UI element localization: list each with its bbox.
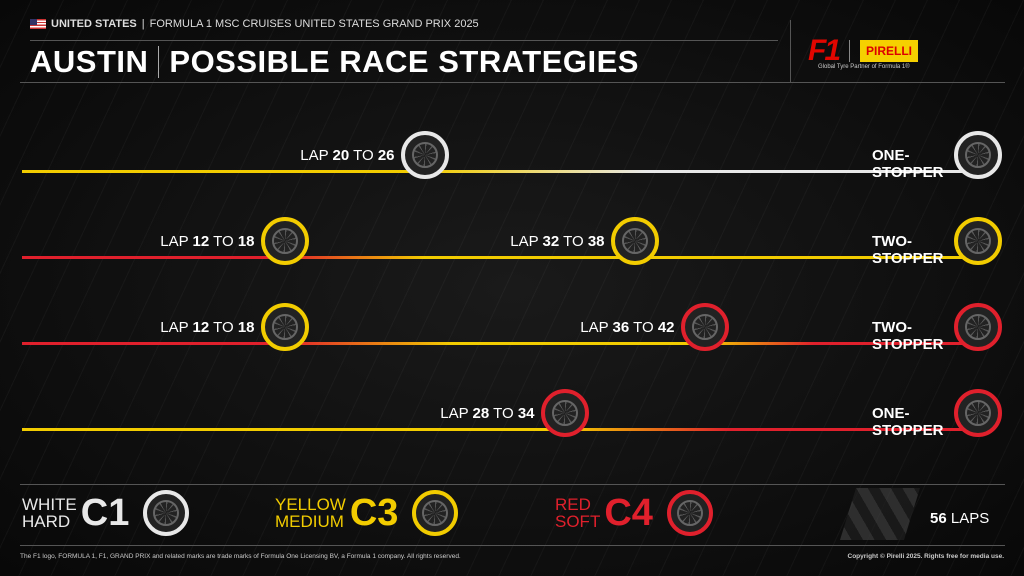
pit-window-label: LAP 12 TO 18 [160, 319, 255, 336]
stint-line [424, 170, 978, 173]
compound-code: C3 [349, 491, 399, 534]
compound-name: WHITE HARD [22, 495, 77, 531]
pit-window-label: LAP 12 TO 18 [160, 233, 255, 250]
stint-line [704, 342, 978, 345]
event-name: FORMULA 1 MSC CRUISES UNITED STATES GRAN… [149, 18, 479, 30]
footer-trademark: The F1 logo, FORMULA 1, F1, GRAND PRIX a… [20, 553, 461, 560]
tyre-icon [412, 490, 459, 536]
divider [30, 40, 778, 41]
strategy-name: ONE-STOPPER [872, 405, 944, 439]
stint-line [22, 428, 565, 431]
page-title: AUSTIN POSSIBLE RACE STRATEGIES [30, 44, 639, 80]
divider [849, 40, 851, 62]
partner-text: Global Tyre Partner of Formula 1® [818, 64, 910, 70]
us-flag-icon [30, 19, 46, 29]
title-text: POSSIBLE RACE STRATEGIES [169, 44, 639, 79]
tyre-icon [666, 490, 713, 536]
laps-label: LAPS [950, 510, 990, 527]
tyre-icon [610, 217, 659, 265]
tyre-icon [260, 303, 309, 351]
logos: F1 PIRELLI [808, 34, 919, 68]
strategy-name: TWO-STOPPER [872, 319, 944, 353]
compound-code: C4 [604, 491, 653, 534]
stint-line [634, 256, 978, 259]
divider: | [141, 18, 145, 30]
tyre-icon [954, 131, 1002, 179]
tyre-icon [143, 490, 190, 536]
legend-item-white: WHITE HARD C1 [22, 490, 190, 536]
stint-line [22, 170, 425, 173]
divider [790, 20, 791, 82]
compound-name: RED SOFT [555, 495, 601, 531]
stint-line [22, 256, 285, 259]
divider [20, 484, 1005, 485]
legend-item-yellow: YELLOW MEDIUM C3 [275, 490, 459, 536]
country: UNITED STATES [51, 18, 137, 30]
f1-logo: F1 [808, 34, 841, 67]
race-laps: 56 LAPS [930, 510, 989, 527]
compound-legend: WHITE HARD C1 YELLOW MEDIUM C3 RED SOFT C4 [0, 490, 1024, 540]
divider [20, 545, 1005, 546]
footer-copyright: Copyright © Pirelli 2025. Rights free fo… [847, 553, 1005, 560]
event-line: UNITED STATES | FORMULA 1 MSC CRUISES UN… [30, 18, 479, 30]
strategy-name: TWO-STOPPER [872, 233, 944, 267]
tyre-icon [954, 217, 1002, 265]
tyre-icon [260, 217, 309, 265]
city: AUSTIN [30, 44, 149, 79]
pit-window-label: LAP 20 TO 26 [300, 147, 395, 164]
tyre-icon [400, 131, 449, 179]
divider [158, 46, 160, 78]
divider [20, 82, 1005, 83]
stint-line [564, 428, 978, 431]
tyre-icon [680, 303, 729, 351]
laps-number: 56 [930, 510, 947, 527]
stint-line [284, 256, 635, 259]
compound-name: YELLOW MEDIUM [275, 495, 346, 531]
strategy-name: ONE-STOPPER [872, 147, 944, 181]
tyre-icon [954, 303, 1002, 351]
legend-item-red: RED SOFT C4 [555, 490, 713, 536]
pit-window-label: LAP 28 TO 34 [440, 405, 535, 422]
stint-line [284, 342, 705, 345]
pit-window-label: LAP 32 TO 38 [510, 233, 605, 250]
tyre-icon [954, 389, 1002, 437]
stint-line [22, 342, 285, 345]
compound-code: C1 [80, 491, 130, 534]
tyre-icon [540, 389, 589, 437]
pirelli-logo: PIRELLI [860, 40, 919, 62]
pit-window-label: LAP 36 TO 42 [580, 319, 675, 336]
